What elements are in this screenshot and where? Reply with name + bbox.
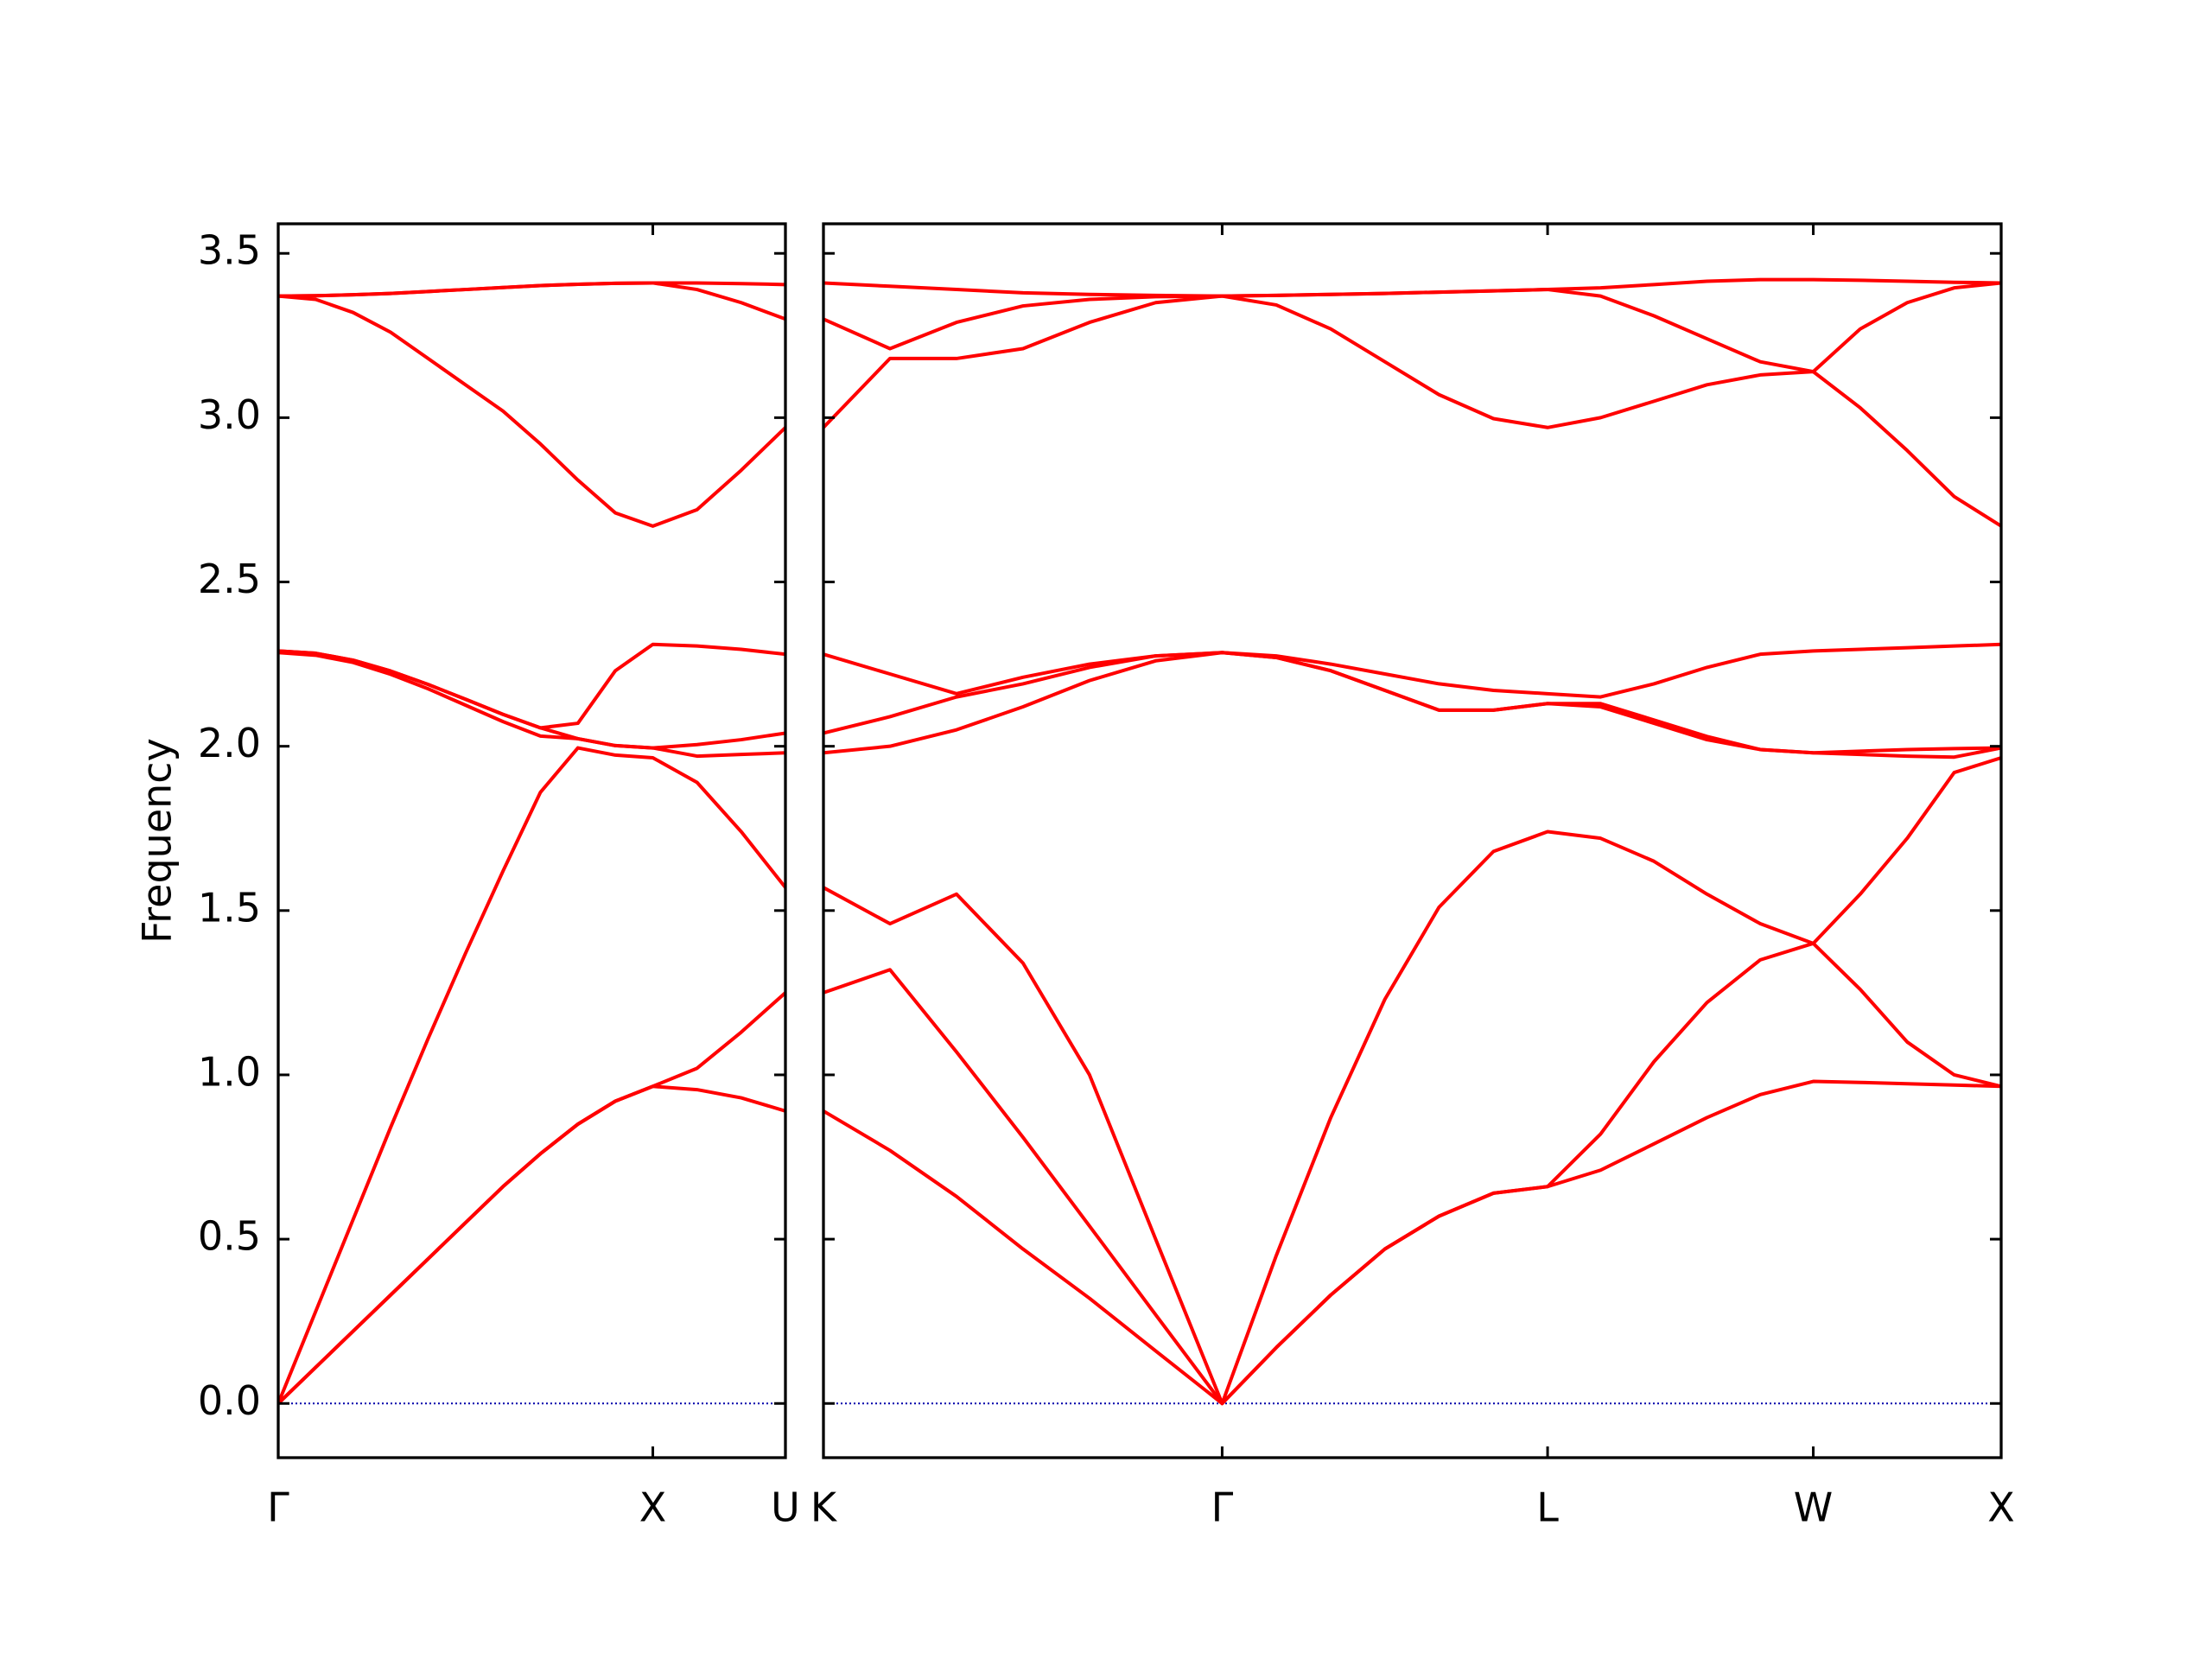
y-tick-label: 3.5 [198, 227, 261, 274]
y-tick-label: 1.5 [198, 884, 261, 931]
y-tick-label: 2.5 [198, 556, 261, 602]
band-line [823, 651, 2001, 760]
band-line [823, 1079, 2001, 1406]
band-line [278, 746, 785, 1405]
y-tick-label: 0.5 [198, 1213, 261, 1260]
axes-frame [822, 222, 2003, 1459]
plot-area [823, 277, 2001, 1406]
x-tick-label: W [1794, 1484, 1833, 1531]
x-tick-label: Γ [267, 1484, 289, 1531]
y-axis-label: Frequency [134, 738, 181, 944]
y-tick-label: 0.0 [198, 1377, 261, 1424]
x-tick-label: X [639, 1484, 667, 1531]
y-tick-label: 3.0 [198, 391, 261, 438]
band-line [823, 651, 2001, 755]
band-line [823, 756, 2001, 1406]
band-line [823, 277, 2001, 298]
axes-frame [276, 222, 787, 1459]
band-line [278, 642, 785, 730]
plot-area [278, 281, 785, 1405]
band-line [823, 941, 2001, 1406]
x-tick-label: U [771, 1484, 800, 1531]
band-line [278, 294, 785, 528]
x-tick-label: Γ [1211, 1484, 1234, 1531]
band-line [278, 281, 785, 298]
x-tick-label: K [810, 1484, 838, 1531]
band-line [823, 281, 2001, 374]
band-line [278, 991, 785, 1405]
x-tick-label: X [1987, 1484, 2015, 1531]
band-line [823, 294, 2001, 528]
y-tick-label: 2.0 [198, 720, 261, 766]
band-line [823, 642, 2001, 699]
band-line [278, 1084, 785, 1405]
y-tick-label: 1.0 [198, 1048, 261, 1095]
x-tick-label: L [1536, 1484, 1559, 1531]
band-line [278, 651, 785, 759]
